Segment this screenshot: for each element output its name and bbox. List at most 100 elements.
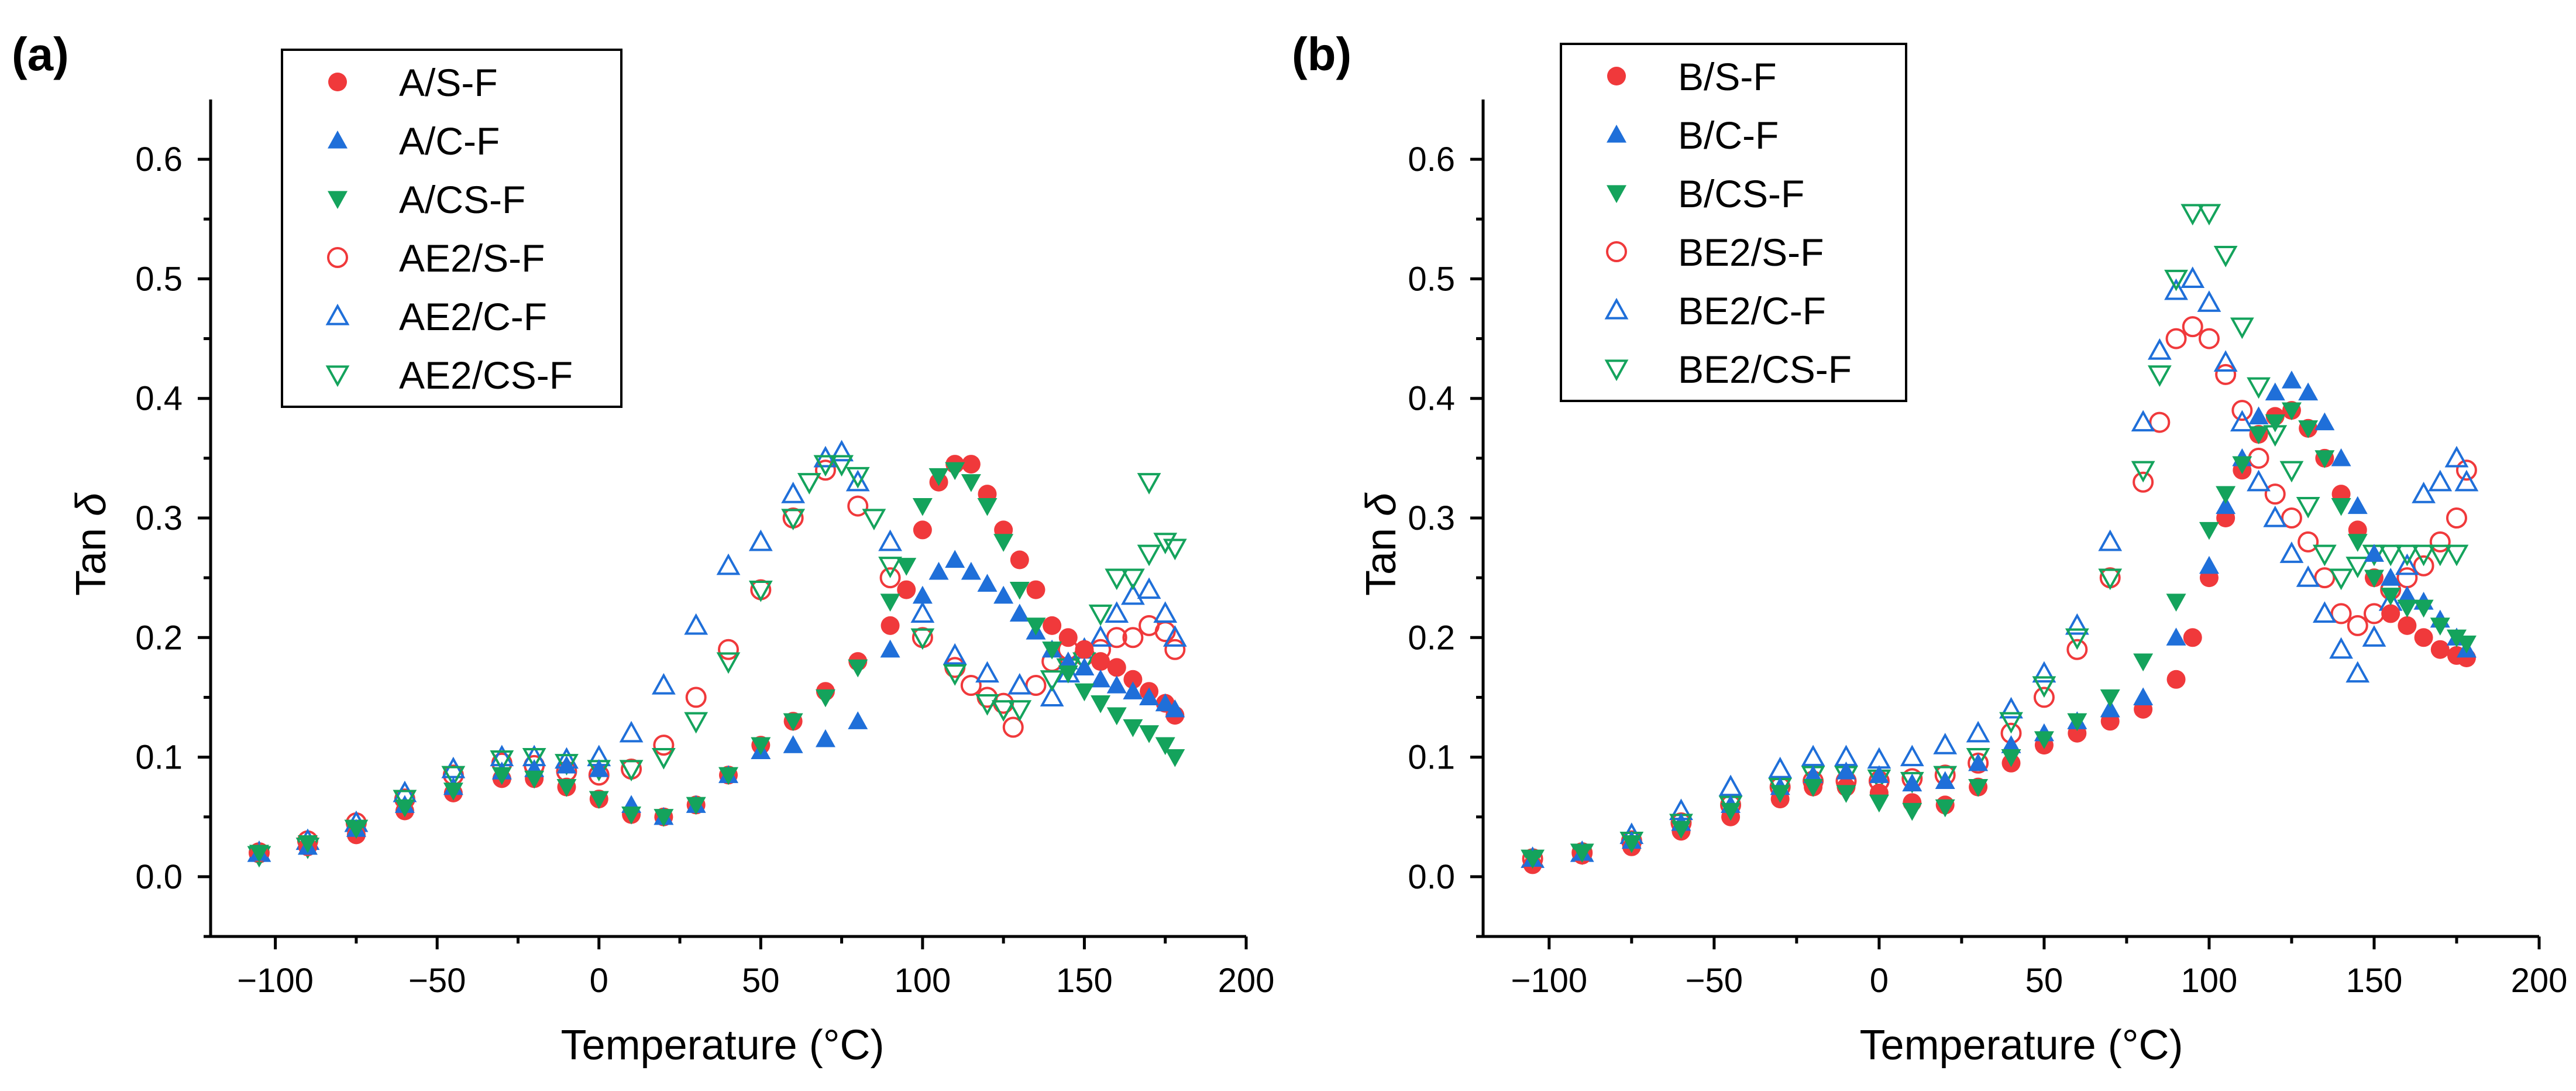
data-point	[2067, 713, 2087, 732]
data-point	[2329, 637, 2353, 659]
data-point	[2345, 557, 2370, 578]
data-point	[1026, 617, 1046, 636]
y-tick-label-b: 0.2	[1408, 619, 1455, 657]
data-point	[2230, 410, 2254, 432]
data-point	[2131, 410, 2155, 432]
data-point	[556, 779, 577, 797]
data-point	[2065, 613, 2089, 635]
legend-label: A/C-F	[399, 119, 500, 163]
data-point	[1058, 651, 1078, 670]
data-point	[977, 574, 998, 592]
legend-box-a	[281, 49, 622, 408]
y-tick-label-b: 0.5	[1408, 260, 1455, 298]
data-point	[1164, 639, 1186, 660]
data-point	[621, 807, 642, 825]
data-point	[2429, 531, 2451, 553]
data-point	[1137, 473, 1161, 495]
y-axis-title-symbol-b: δ	[1358, 492, 1405, 516]
data-point	[813, 455, 838, 477]
x-tick-label-a: 150	[1056, 962, 1113, 1000]
data-point	[1902, 773, 1922, 792]
data-point	[589, 791, 609, 809]
data-point	[910, 628, 935, 650]
data-point	[443, 783, 463, 801]
data-point	[1933, 766, 1958, 788]
data-point	[2330, 603, 2352, 625]
data-point	[1123, 670, 1143, 689]
data-point	[2381, 588, 2401, 606]
data-point	[2296, 496, 2320, 519]
data-point	[441, 766, 466, 788]
data-point	[879, 567, 901, 589]
data-point	[2296, 565, 2320, 587]
data-point	[2281, 402, 2302, 421]
data-point	[2213, 245, 2238, 267]
data-point	[961, 561, 981, 580]
data-point	[2216, 486, 2236, 505]
data-point	[2183, 628, 2202, 647]
data-point	[556, 755, 577, 774]
y-tick-label-a: 0.0	[135, 858, 183, 896]
data-point	[2147, 338, 2172, 360]
data-point	[2428, 469, 2453, 492]
data-point	[718, 767, 738, 785]
y-tick-label-a: 0.5	[135, 260, 183, 298]
data-point	[2364, 544, 2384, 562]
data-point	[2166, 627, 2186, 646]
data-point	[878, 557, 902, 578]
data-point	[751, 737, 771, 756]
data-point	[2363, 603, 2385, 625]
data-point	[961, 474, 981, 492]
data-point	[1040, 685, 1064, 707]
data-point	[1007, 700, 1032, 722]
data-point	[2131, 461, 2155, 483]
data-point	[2428, 544, 2453, 567]
x-tick-label-b: −100	[1511, 962, 1587, 1000]
data-point	[1137, 577, 1161, 599]
data-point	[1106, 707, 1127, 726]
data-point	[830, 440, 854, 462]
data-point	[1165, 749, 1185, 767]
y-axis-title-symbol-a: δ	[68, 492, 115, 516]
data-point	[2265, 414, 2285, 433]
data-point	[1002, 716, 1024, 738]
data-point	[2444, 445, 2469, 468]
data-point	[2231, 400, 2253, 421]
legend-marker	[327, 247, 348, 268]
legend-marker	[1607, 185, 1626, 203]
data-point	[2133, 471, 2154, 493]
x-axis-title-a: Temperature (°C)	[561, 1022, 885, 1069]
y-tick-label-b: 0.6	[1408, 140, 1455, 179]
data-point	[2248, 406, 2269, 424]
data-point	[2034, 731, 2054, 749]
y-tick-label-b: 0.0	[1408, 858, 1455, 896]
data-point	[781, 509, 806, 531]
data-point	[783, 713, 803, 732]
data-point	[1026, 580, 1045, 599]
legend-marker	[1607, 67, 1626, 85]
data-point	[2347, 534, 2368, 552]
data-point	[1043, 616, 1062, 635]
data-point	[2166, 593, 2186, 612]
data-point	[2232, 456, 2252, 475]
data-point	[1074, 657, 1095, 675]
y-tick-label-b: 0.3	[1408, 499, 1455, 537]
data-point	[2199, 555, 2219, 574]
data-point	[1968, 779, 1989, 797]
data-point	[2444, 544, 2469, 567]
legend-label: A/S-F	[399, 61, 498, 104]
data-point	[249, 845, 269, 863]
data-point	[2381, 604, 2400, 623]
data-point	[684, 613, 709, 635]
data-point	[2298, 420, 2319, 438]
data-point	[2066, 639, 2088, 660]
data-point	[619, 760, 644, 782]
data-point	[2182, 316, 2203, 338]
data-point	[945, 550, 965, 568]
data-point	[1106, 675, 1127, 694]
data-point	[748, 529, 773, 551]
data-point	[1123, 719, 1143, 737]
data-point	[2281, 507, 2302, 529]
data-point	[1671, 821, 1691, 839]
data-point	[394, 799, 415, 818]
